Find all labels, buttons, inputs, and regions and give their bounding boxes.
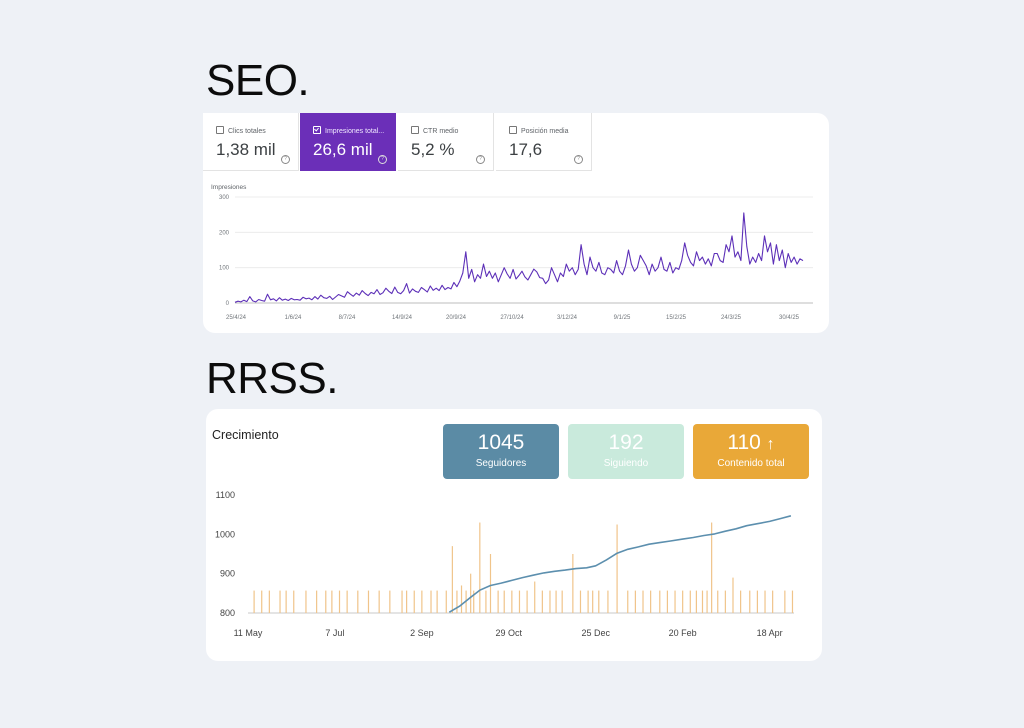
tab-ctr-medio[interactable]: CTR medio 5,2 % ? <box>398 113 494 171</box>
x-tick-label: 15/2/25 <box>666 315 687 321</box>
stat-seguidores: 1045 Seguidores <box>443 424 559 479</box>
chart-title: Crecimiento <box>212 428 279 442</box>
impressions-line <box>234 212 804 303</box>
rrss-heading: RRSS. <box>206 354 338 403</box>
x-tick-label: 3/12/24 <box>557 315 578 321</box>
rrss-card: 1100 1000 900 800 11 May 7 Jul 2 Sep 29 Oct 25 … <box>206 409 822 661</box>
y-tick-label: 1000 <box>215 529 235 539</box>
help-icon[interactable]: ? <box>476 155 485 164</box>
tab-value: 26,6 mil <box>313 140 373 159</box>
arrow-up-icon: ↑ <box>766 436 775 453</box>
tab-label: Impresiones total... <box>325 128 385 135</box>
checkbox-icon[interactable] <box>411 126 419 134</box>
x-tick-label: 7 Jul <box>325 628 344 638</box>
tab-posicion-media[interactable]: Posición media 17,6 ? <box>496 113 592 171</box>
stat-contenido-total: 110 ↑ Contenido total <box>693 424 809 479</box>
tab-value: 1,38 mil <box>216 140 276 159</box>
y-axis-label: Impresiones <box>211 184 247 191</box>
tab-value: 17,6 <box>509 140 543 159</box>
x-tick-label: 30/4/25 <box>779 315 800 321</box>
x-tick-label: 1/6/24 <box>285 315 302 321</box>
followers-line <box>448 515 792 613</box>
tab-label: Clics totales <box>228 128 266 135</box>
x-tick-label: 25/4/24 <box>226 315 247 321</box>
seo-card: Clics totales 1,38 mil ? Impresiones tot… <box>203 113 829 333</box>
tab-label: CTR medio <box>423 128 459 135</box>
y-tick-label: 100 <box>219 266 230 272</box>
tab-impresiones-totales[interactable]: Impresiones total... 26,6 mil ? <box>300 113 396 171</box>
stat-value: 1045 <box>477 431 525 454</box>
tab-clics-totales[interactable]: Clics totales 1,38 mil ? <box>203 113 299 171</box>
x-tick-label: 2 Sep <box>410 628 434 638</box>
x-tick-label: 9/1/25 <box>614 315 631 321</box>
tab-value: 5,2 % <box>411 140 455 159</box>
checkbox-icon[interactable] <box>216 126 224 134</box>
x-tick-label: 29 Oct <box>496 628 523 638</box>
x-tick-label: 20/9/24 <box>446 315 467 321</box>
help-icon[interactable]: ? <box>281 155 290 164</box>
stat-value: 110 <box>727 431 761 454</box>
x-tick-label: 25 Dec <box>581 628 610 638</box>
checkbox-checked-icon[interactable] <box>313 126 321 134</box>
impressions-chart: Impresiones 300 200 100 0 25/4/24 1/6/24 8/7/… <box>211 184 813 321</box>
y-tick-label: 0 <box>226 301 230 307</box>
x-tick-label: 18 Apr <box>757 628 783 638</box>
checkbox-icon[interactable] <box>509 126 517 134</box>
stat-value: 192 <box>608 431 644 454</box>
y-tick-label: 900 <box>220 569 235 579</box>
y-tick-label: 800 <box>220 608 235 618</box>
stat-caption: Contenido total <box>717 458 785 469</box>
stat-caption: Siguiendo <box>603 458 649 469</box>
x-tick-label: 11 May <box>234 628 263 638</box>
seo-heading: SEO. <box>206 56 310 105</box>
stat-caption: Seguidores <box>475 458 527 469</box>
y-tick-label: 200 <box>219 230 230 236</box>
x-tick-label: 24/3/25 <box>721 315 742 321</box>
help-icon[interactable]: ? <box>378 155 387 164</box>
help-icon[interactable]: ? <box>574 155 583 164</box>
tab-label: Posición media <box>521 128 569 135</box>
x-tick-label: 14/9/24 <box>392 315 413 321</box>
y-tick-label: 1100 <box>216 490 235 500</box>
stat-siguiendo: 192 Siguiendo <box>568 424 684 479</box>
growth-chart: 1100 1000 900 800 11 May 7 Jul 2 Sep 29 Oct 25 … <box>215 490 794 638</box>
x-tick-label: 20 Feb <box>669 628 697 638</box>
x-tick-label: 8/7/24 <box>339 315 356 321</box>
y-tick-label: 300 <box>219 195 230 201</box>
x-tick-label: 27/10/24 <box>500 315 524 321</box>
